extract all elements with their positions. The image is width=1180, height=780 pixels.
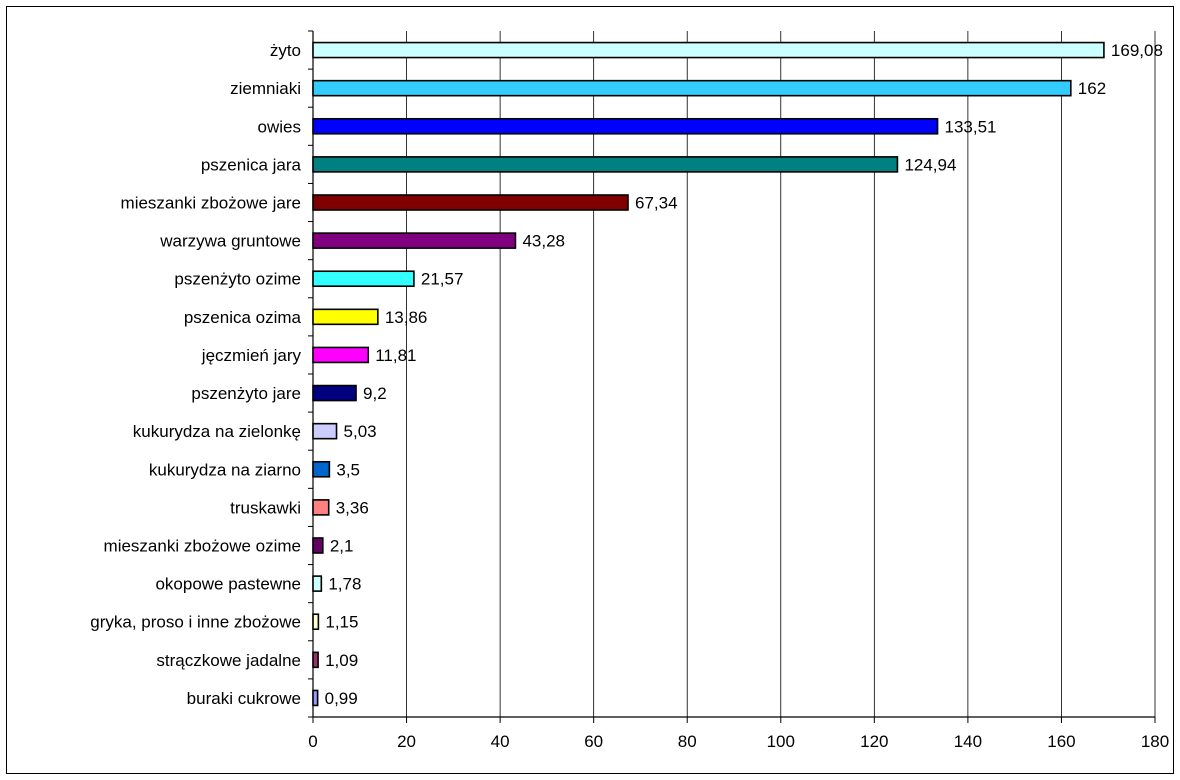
category-label: pszenica ozima: [184, 308, 302, 327]
bar: [313, 576, 321, 591]
bar: [313, 157, 897, 172]
x-tick-label: 60: [584, 732, 603, 751]
value-label: 21,57: [421, 270, 464, 289]
labels: 0 20 40 60 80 100 120 140 160 180 żyto 169,08 ziemni…: [90, 41, 1169, 751]
value-label: 13,86: [385, 308, 428, 327]
value-label: 9,2: [363, 384, 387, 403]
value-label: 43,28: [522, 232, 565, 251]
bar: [313, 81, 1071, 96]
category-label: żyto: [270, 41, 301, 60]
bars: [313, 43, 1104, 706]
value-label: 124,94: [904, 155, 956, 174]
x-tick-label: 180: [1141, 732, 1169, 751]
category-label: warzywa gruntowe: [159, 232, 301, 251]
bar: [313, 500, 329, 515]
bar: [313, 271, 414, 286]
bar: [313, 690, 318, 705]
bar: [313, 652, 318, 667]
value-label: 1,78: [328, 575, 361, 594]
category-label: kukurydza na ziarno: [149, 460, 301, 479]
x-tick-label: 20: [397, 732, 416, 751]
bar: [313, 309, 378, 324]
category-label: truskawki: [230, 498, 301, 517]
value-label: 3,36: [336, 498, 369, 517]
bar: [313, 195, 628, 210]
bar: [313, 233, 515, 248]
value-label: 2,1: [330, 537, 354, 556]
value-label: 162: [1078, 79, 1106, 98]
bar: [313, 538, 323, 553]
category-label: jęczmień jary: [201, 346, 302, 365]
category-label: pszenżyto ozime: [174, 270, 301, 289]
bar: [313, 43, 1104, 58]
bar: [313, 462, 329, 477]
category-label: owies: [258, 117, 301, 136]
bar: [313, 347, 368, 362]
category-label: pszenica jara: [201, 155, 302, 174]
value-label: 1,15: [325, 613, 358, 632]
value-label: 133,51: [945, 117, 997, 136]
x-tick-label: 40: [491, 732, 510, 751]
value-label: 3,5: [336, 460, 360, 479]
x-tick-label: 0: [308, 732, 317, 751]
x-tick-label: 120: [860, 732, 888, 751]
category-label: mieszanki zbożowe jare: [121, 194, 301, 213]
value-label: 169,08: [1111, 41, 1163, 60]
axes: [308, 31, 1155, 723]
value-label: 5,03: [344, 422, 377, 441]
value-label: 1,09: [325, 651, 358, 670]
x-tick-label: 140: [954, 732, 982, 751]
category-label: mieszanki zbożowe ozime: [104, 537, 301, 556]
category-label: gryka, proso i inne zbożowe: [90, 613, 301, 632]
x-tick-label: 80: [678, 732, 697, 751]
category-label: pszenżyto jare: [191, 384, 301, 403]
category-label: okopowe pastewne: [155, 575, 301, 594]
x-tick-label: 160: [1047, 732, 1075, 751]
category-label: kukurydza na zielonkę: [133, 422, 301, 441]
x-tick-label: 100: [767, 732, 795, 751]
value-label: 11,81: [375, 346, 416, 365]
bar: [313, 386, 356, 401]
value-label: 0,99: [325, 689, 358, 708]
category-label: ziemniaki: [230, 79, 301, 98]
bar: [313, 119, 938, 134]
value-label: 67,34: [635, 194, 678, 213]
bar: [313, 424, 337, 439]
category-label: strączkowe jadalne: [156, 651, 301, 670]
category-label: buraki cukrowe: [187, 689, 301, 708]
bar: [313, 614, 318, 629]
